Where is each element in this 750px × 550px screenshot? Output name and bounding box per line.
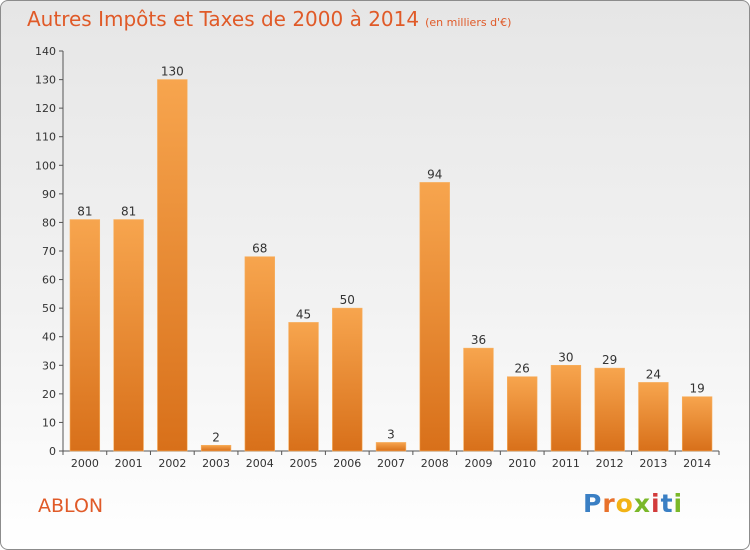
bar bbox=[638, 382, 669, 452]
bar bbox=[244, 256, 275, 452]
x-tick-label: 2005 bbox=[290, 457, 318, 470]
x-tick-label: 2009 bbox=[464, 457, 492, 470]
y-tick-label: 60 bbox=[42, 274, 56, 287]
y-tick-label: 140 bbox=[35, 45, 56, 58]
chart-labels: 81 81 130 2 68 45 50 3 94 36 26 30 29 24 19 bbox=[77, 65, 705, 445]
data-label: 3 bbox=[387, 427, 395, 441]
logo-letter: i bbox=[673, 489, 684, 518]
data-label: 81 bbox=[77, 205, 92, 219]
data-label: 2 bbox=[212, 430, 220, 444]
y-tick-label: 50 bbox=[42, 302, 56, 315]
x-tick-label: 2013 bbox=[639, 457, 667, 470]
chart-title-text: Autres Impôts et Taxes de 2000 à 2014 bbox=[27, 7, 420, 31]
bar bbox=[594, 367, 625, 452]
chart-bars bbox=[69, 79, 713, 452]
x-tick-label: 2011 bbox=[552, 457, 580, 470]
bar bbox=[288, 322, 319, 452]
x-tick-label: 2001 bbox=[115, 457, 143, 470]
commune-name: ABLON bbox=[38, 495, 104, 517]
bar bbox=[681, 396, 713, 452]
data-label: 26 bbox=[515, 362, 530, 376]
bar bbox=[550, 364, 582, 452]
y-tick-label: 130 bbox=[35, 74, 56, 87]
logo-letter: r bbox=[602, 489, 616, 518]
chart-subtitle: (en milliers d'€) bbox=[425, 16, 512, 29]
x-tick-label: 2014 bbox=[683, 457, 711, 470]
data-label: 45 bbox=[296, 307, 311, 321]
x-tick-label: 2002 bbox=[158, 457, 186, 470]
data-label: 50 bbox=[340, 293, 355, 307]
y-tick-label: 40 bbox=[42, 331, 56, 344]
y-tick-label: 70 bbox=[42, 245, 56, 258]
bar bbox=[375, 442, 407, 452]
y-tick-label: 120 bbox=[35, 102, 56, 115]
bar bbox=[113, 219, 144, 452]
bar bbox=[507, 376, 538, 452]
x-tick-label: 2003 bbox=[202, 457, 230, 470]
proxiti-logo: Proxiti bbox=[583, 489, 683, 518]
x-tick-label: 2007 bbox=[377, 457, 405, 470]
bar bbox=[419, 182, 450, 452]
x-tick-label: 2004 bbox=[246, 457, 274, 470]
chart-title: Autres Impôts et Taxes de 2000 à 2014 (en… bbox=[27, 7, 511, 31]
bar bbox=[157, 79, 188, 452]
y-tick-label: 90 bbox=[42, 188, 56, 201]
bar bbox=[69, 219, 101, 452]
x-tick-label: 2006 bbox=[333, 457, 361, 470]
y-tick-label: 110 bbox=[35, 131, 56, 144]
logo-letter: o bbox=[615, 489, 634, 518]
y-tick-label: 10 bbox=[42, 416, 56, 429]
bar bbox=[463, 347, 494, 452]
logo-letter: t bbox=[660, 489, 674, 518]
x-tick-label: 2000 bbox=[71, 457, 99, 470]
logo-letter: x bbox=[633, 489, 651, 518]
logo-letter: P bbox=[583, 489, 603, 518]
bar bbox=[200, 444, 232, 452]
x-tick-label: 2010 bbox=[508, 457, 536, 470]
y-tick-label: 0 bbox=[49, 445, 56, 458]
data-label: 68 bbox=[252, 242, 267, 256]
y-tick-label: 20 bbox=[42, 388, 56, 401]
data-label: 24 bbox=[646, 367, 661, 381]
x-tick-label: 2008 bbox=[421, 457, 449, 470]
y-tick-label: 30 bbox=[42, 359, 56, 372]
y-tick-label: 100 bbox=[35, 159, 56, 172]
data-label: 130 bbox=[161, 65, 184, 79]
data-label: 94 bbox=[427, 167, 442, 181]
data-label: 19 bbox=[689, 382, 704, 396]
data-label: 30 bbox=[558, 350, 573, 364]
logo-letter: i bbox=[651, 489, 661, 518]
data-label: 36 bbox=[471, 333, 486, 347]
data-label: 29 bbox=[602, 353, 617, 367]
x-tick-label: 2012 bbox=[596, 457, 624, 470]
chart-axes: 0 10 20 30 40 50 60 70 80 90 100 110 120 130 140 2000 20… bbox=[35, 45, 720, 470]
y-tick-label: 80 bbox=[42, 216, 56, 229]
bar bbox=[332, 307, 363, 452]
data-label: 81 bbox=[121, 205, 136, 219]
